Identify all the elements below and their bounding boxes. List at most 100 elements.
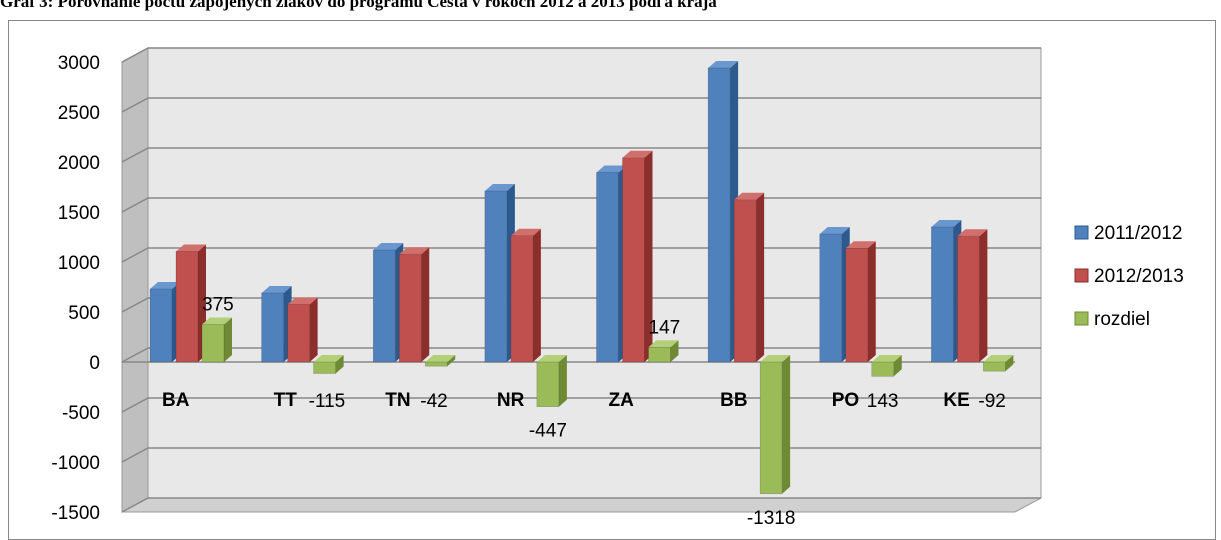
y-tick-label: 1000 — [58, 253, 100, 274]
y-tick-label: 2500 — [58, 103, 100, 124]
bar-rozdiel-side — [447, 355, 456, 367]
figure-caption: Graf 3: Porovnanie počtu zapojených žiak… — [0, 0, 717, 11]
bar-rozdiel-side — [782, 355, 791, 494]
bar-2012-2013-top — [287, 297, 318, 305]
bar-2011-2012-top — [484, 184, 515, 191]
bar-2011-2012-top — [819, 227, 850, 234]
bar-2011-2012 — [261, 292, 284, 363]
bar-2012-2013-top — [399, 247, 430, 255]
x-category-label: NR — [497, 390, 525, 411]
legend-label: 2011/2012 — [1094, 223, 1182, 244]
gridline — [121, 397, 1041, 413]
bar-2012-2013-side — [756, 192, 765, 362]
x-category-label: TT — [274, 390, 298, 411]
x-category-label: BB — [720, 390, 747, 411]
bar-rozdiel — [313, 361, 336, 374]
bar-2012-2013 — [175, 251, 199, 363]
y-tick-label: 2000 — [58, 153, 100, 174]
y-tick-label: -1500 — [51, 503, 100, 524]
bar-2012-2013-top — [734, 192, 765, 200]
bar-2012-2013-top — [622, 150, 653, 158]
bar-rozdiel-side — [1005, 355, 1014, 372]
bar-rozdiel-side — [335, 355, 344, 374]
bar-2012-2013 — [510, 235, 534, 363]
bar-2012-2013-side — [979, 229, 988, 362]
bar-2012-2013-top — [176, 244, 206, 252]
legend-label: 2012/2013 — [1094, 266, 1184, 287]
x-category-label: PO — [832, 390, 859, 411]
data-label-rozdiel: 375 — [202, 295, 234, 316]
bar-rozdiel-side — [670, 340, 679, 362]
data-label-rozdiel: -115 — [309, 391, 346, 412]
gridline — [121, 47, 1041, 63]
plot-back-wall — [147, 47, 1042, 499]
y-tick-label: -500 — [62, 403, 100, 424]
bar-rozdiel-top — [983, 355, 1014, 362]
bar-rozdiel-top — [648, 340, 679, 348]
bar-rozdiel-top — [202, 317, 232, 325]
bar-2012-2013-top — [510, 228, 541, 236]
x-category-label: KE — [943, 390, 969, 411]
gridline — [121, 97, 1041, 113]
bar-2012-2013-side — [867, 241, 876, 362]
x-category-label: ZA — [609, 390, 635, 411]
bar-rozdiel — [648, 346, 671, 363]
bar-2012-2013 — [398, 253, 422, 363]
legend-swatch — [1074, 268, 1089, 283]
bar-2011-2012 — [707, 67, 731, 363]
bar-2011-2012 — [484, 190, 508, 363]
bar-2012-2013 — [957, 235, 980, 363]
bar-rozdiel-top — [760, 355, 791, 362]
bar-rozdiel — [201, 324, 225, 363]
data-label-rozdiel: 143 — [867, 391, 899, 412]
y-tick-label: 0 — [89, 353, 100, 374]
bar-rozdiel-side — [893, 355, 902, 377]
data-label-rozdiel: 147 — [649, 317, 681, 338]
bar-rozdiel-top — [313, 355, 344, 362]
legend-swatch — [1074, 311, 1089, 326]
bar-rozdiel-top — [871, 355, 902, 362]
bar-rozdiel-side — [558, 355, 567, 407]
bar-rozdiel — [759, 361, 783, 495]
bar-2012-2013-side — [532, 228, 541, 362]
legend-label: rozdiel — [1094, 309, 1150, 330]
bar-2011-2012 — [931, 226, 954, 363]
data-label-rozdiel: -1318 — [747, 508, 796, 529]
data-label-rozdiel: -42 — [420, 391, 447, 412]
bar-2011-2012-top — [708, 61, 739, 68]
y-tick-label: -1000 — [51, 453, 100, 474]
bar-2011-2012-top — [373, 243, 404, 250]
bar-rozdiel-side — [224, 317, 232, 362]
bar-2011-2012-top — [261, 286, 292, 293]
gridline — [121, 447, 1041, 463]
bar-2012-2013 — [845, 248, 869, 363]
gridline — [121, 147, 1041, 163]
y-tick-label: 500 — [68, 303, 100, 324]
bar-rozdiel — [983, 361, 1006, 372]
bar-2011-2012-top — [596, 165, 627, 173]
bar-2011-2012 — [372, 249, 396, 363]
plot-side-wall — [121, 47, 149, 513]
legend-swatch — [1074, 225, 1089, 240]
bar-rozdiel-top — [536, 355, 567, 362]
bar-2012-2013 — [622, 157, 645, 363]
y-tick-label: 3000 — [58, 53, 100, 74]
bar-2011-2012 — [819, 233, 843, 363]
data-label-rozdiel: -92 — [978, 391, 1005, 412]
bar-2012-2013-top — [957, 229, 988, 237]
bar-2012-2013-side — [644, 150, 653, 362]
bar-2012-2013-side — [309, 297, 318, 362]
bar-2012-2013-top — [845, 241, 876, 249]
bar-2012-2013-side — [421, 247, 430, 362]
plot-floor — [121, 497, 1042, 513]
x-category-label: BA — [162, 390, 190, 411]
bar-rozdiel — [424, 361, 448, 367]
bar-rozdiel — [536, 361, 560, 408]
bar-2011-2012 — [149, 288, 173, 363]
bar-2012-2013 — [287, 304, 310, 363]
bar-2011-2012-top — [150, 282, 180, 289]
data-label-rozdiel: -447 — [529, 421, 567, 442]
gridline — [121, 497, 1041, 513]
bar-2011-2012 — [596, 172, 619, 363]
